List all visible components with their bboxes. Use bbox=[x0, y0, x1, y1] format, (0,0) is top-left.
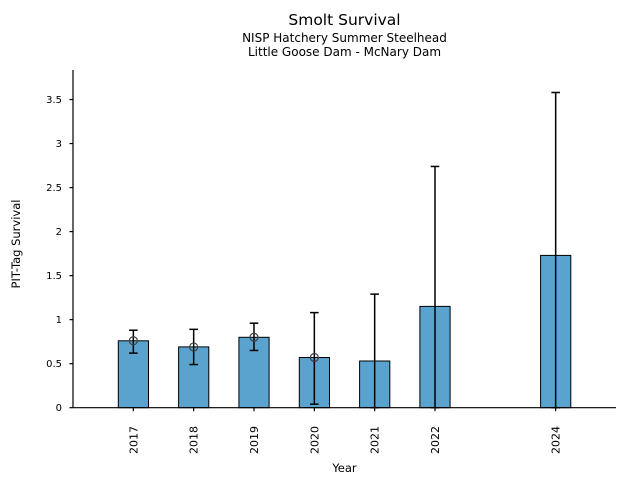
x-tick-label-2018: 2018 bbox=[188, 426, 201, 454]
chart-subtitle-line2: Little Goose Dam - McNary Dam bbox=[247, 45, 442, 59]
x-tick-label-2022: 2022 bbox=[429, 426, 442, 454]
point-marker-2020 bbox=[309, 352, 319, 363]
x-tick-label-2019: 2019 bbox=[248, 426, 261, 454]
x-tick-label-2017: 2017 bbox=[127, 426, 140, 454]
point-marker-2019 bbox=[249, 332, 259, 342]
y-tick-label: 2.5 bbox=[46, 183, 62, 194]
chart-subtitle-line1: NISP Hatchery Summer Steelhead bbox=[242, 31, 447, 45]
point-marker-2017 bbox=[128, 336, 138, 346]
y-tick-label: 0.5 bbox=[46, 359, 62, 370]
x-axis-label: Year bbox=[332, 461, 357, 475]
chart-title: Smolt Survival bbox=[288, 11, 401, 29]
y-tick-label: 1 bbox=[56, 315, 62, 326]
x-tick-label-2020: 2020 bbox=[308, 426, 321, 454]
x-tick-label-2024: 2024 bbox=[550, 426, 563, 454]
y-tick-label: 0 bbox=[56, 403, 62, 414]
y-tick-label: 3.5 bbox=[46, 95, 62, 106]
y-tick-label: 1.5 bbox=[46, 271, 62, 282]
point-marker-2018 bbox=[189, 342, 199, 352]
y-tick-label: 3 bbox=[56, 139, 62, 150]
y-tick-label: 2 bbox=[56, 227, 62, 238]
x-tick-label-2021: 2021 bbox=[369, 426, 382, 454]
